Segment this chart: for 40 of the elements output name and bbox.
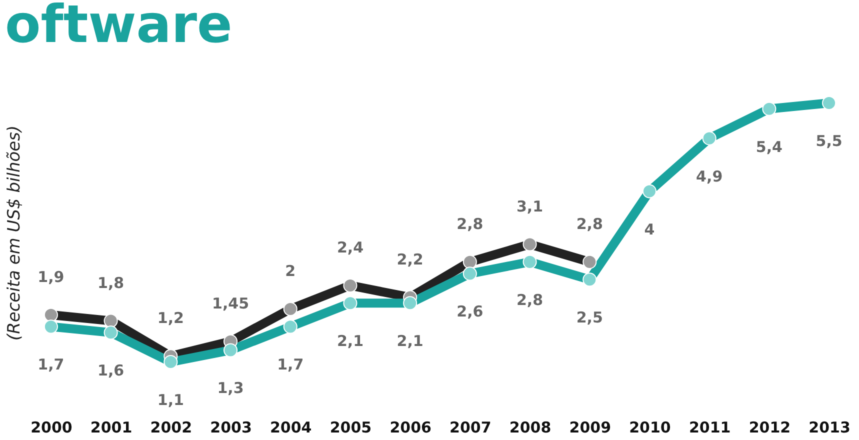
x-tick-label: 2010 (629, 418, 671, 436)
data-label: 2,6 (456, 302, 484, 321)
data-label: 2,8 (516, 290, 544, 309)
data-label: 1,6 (98, 362, 124, 380)
x-tick-label: 2007 (450, 418, 492, 436)
x-tick-label: 2001 (90, 418, 132, 436)
data-label: 4,9 (696, 167, 723, 186)
data-label: 2,5 (576, 308, 603, 327)
data-label: 2,2 (396, 250, 424, 268)
x-tick-label: 2012 (748, 418, 791, 436)
x-tick-label: 2009 (569, 418, 612, 436)
data-label: 2,1 (396, 332, 424, 350)
data-label: 1,3 (217, 379, 244, 398)
data-label: 1,1 (157, 391, 184, 409)
data-label: 5,4 (756, 138, 782, 156)
y-axis-title: (Receita em US$ bilhões) (4, 125, 24, 341)
data-label: 1,7 (277, 356, 304, 374)
data-label: 5,5 (816, 132, 842, 150)
data-label: 2,8 (456, 214, 484, 233)
x-tick-label: 2013 (808, 418, 850, 436)
data-label: 2,8 (576, 214, 603, 233)
data-label: 1,8 (98, 274, 124, 292)
data-label: 1,7 (38, 356, 64, 374)
data-label: 1,9 (38, 268, 64, 286)
x-tick-label: 2004 (270, 418, 312, 436)
x-tick-label: 2003 (210, 418, 252, 436)
x-tick-label: 2005 (330, 418, 372, 436)
data-label: 3,1 (516, 197, 544, 216)
x-tick-label: 2000 (30, 418, 72, 436)
data-label: 2,1 (336, 332, 364, 350)
data-label: 2 (285, 262, 296, 280)
x-tick-label: 2002 (150, 418, 192, 436)
data-label: 2,4 (336, 238, 364, 256)
x-tick-label: 2006 (390, 418, 432, 436)
data-label: 1,45 (212, 294, 250, 312)
x-tick-label: 2008 (509, 418, 552, 436)
data-label: 1,2 (157, 309, 184, 328)
chart-title: oftware (5, 0, 232, 55)
data-label: 4 (644, 220, 655, 238)
x-tick-label: 2011 (688, 418, 731, 436)
